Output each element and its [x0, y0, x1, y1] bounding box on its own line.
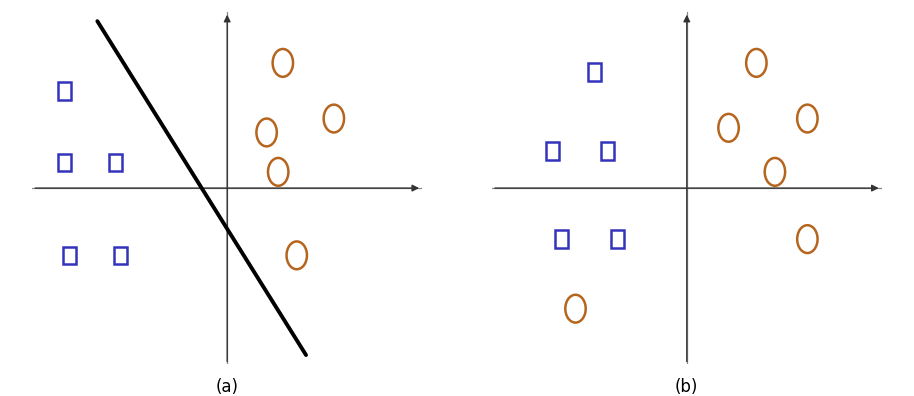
Text: (a): (a) [216, 379, 239, 396]
Text: (b): (b) [675, 379, 698, 396]
